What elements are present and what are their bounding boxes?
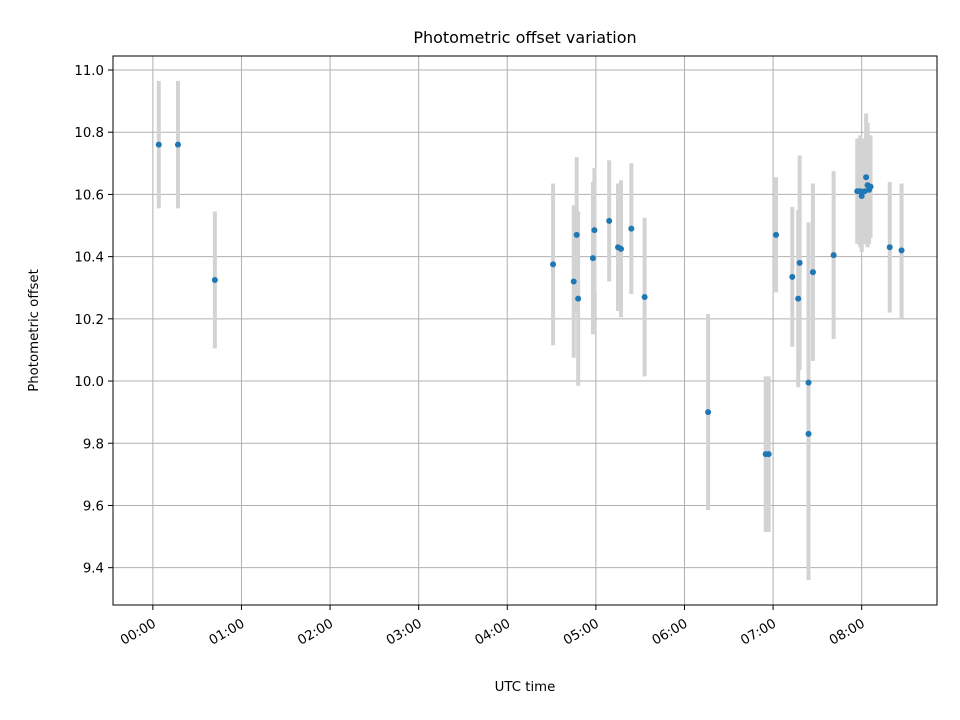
data-point	[606, 217, 613, 224]
data-point	[898, 247, 905, 254]
y-tick-label: 9.8	[83, 437, 104, 452]
data-point	[805, 430, 812, 437]
x-axis-label: UTC time	[495, 680, 556, 695]
chart-title: Photometric offset variation	[413, 28, 636, 47]
y-tick-label: 10.4	[74, 251, 104, 266]
data-point	[773, 231, 780, 238]
data-point	[809, 269, 816, 276]
y-tick-label: 10.8	[74, 126, 104, 141]
data-point	[155, 141, 162, 148]
data-point	[573, 231, 580, 238]
data-point	[641, 294, 648, 301]
data-point	[858, 192, 865, 199]
y-axis-label: Photometric offset	[27, 269, 42, 392]
data-point	[591, 227, 598, 234]
data-point	[174, 141, 181, 148]
data-point	[805, 379, 812, 386]
data-point	[765, 451, 772, 458]
y-tick-label: 9.6	[83, 499, 104, 514]
data-point	[867, 183, 874, 190]
data-point	[857, 188, 864, 195]
data-point	[863, 174, 870, 181]
y-tick-label: 9.4	[83, 562, 104, 577]
data-point	[628, 225, 635, 232]
data-point	[570, 278, 577, 285]
data-points	[155, 141, 905, 458]
data-point	[589, 255, 596, 262]
y-tick-label: 10.2	[74, 313, 104, 328]
data-point	[796, 259, 803, 266]
data-point	[886, 244, 893, 251]
data-point	[830, 252, 837, 259]
data-point	[575, 295, 582, 302]
data-point	[550, 261, 557, 268]
y-tick-label: 10.6	[74, 188, 104, 203]
data-point	[705, 409, 712, 416]
y-tick-label: 11.0	[74, 64, 104, 79]
data-point	[617, 245, 624, 252]
data-point	[211, 276, 218, 283]
data-point	[789, 273, 796, 280]
data-point	[795, 295, 802, 302]
plot-frame	[112, 55, 938, 606]
y-tick-label: 10.0	[74, 375, 104, 390]
